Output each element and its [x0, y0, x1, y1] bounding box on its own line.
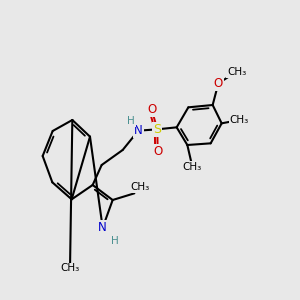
Text: CH₃: CH₃ — [183, 162, 202, 172]
Text: H: H — [111, 236, 119, 246]
Text: S: S — [153, 123, 161, 136]
Text: CH₃: CH₃ — [60, 263, 80, 273]
Text: O: O — [147, 103, 156, 116]
Text: O: O — [214, 77, 223, 90]
Text: CH₃: CH₃ — [227, 67, 246, 77]
Text: N: N — [134, 124, 143, 137]
Text: H: H — [127, 116, 135, 126]
Text: O: O — [153, 145, 162, 158]
Text: CH₃: CH₃ — [230, 115, 249, 125]
Text: N: N — [98, 221, 107, 234]
Text: CH₃: CH₃ — [130, 182, 150, 192]
